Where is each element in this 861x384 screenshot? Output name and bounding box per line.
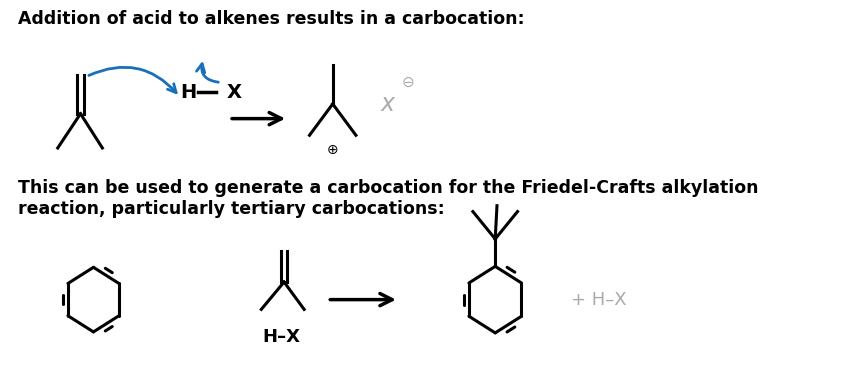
Text: X: X xyxy=(226,83,241,102)
Text: H: H xyxy=(180,83,196,102)
Text: x: x xyxy=(381,92,394,116)
FancyArrowPatch shape xyxy=(196,64,218,82)
Text: ⊖: ⊖ xyxy=(401,75,413,90)
Text: ⊕: ⊕ xyxy=(326,143,338,157)
Text: H–X: H–X xyxy=(262,328,300,346)
Text: This can be used to generate a carbocation for the Friedel-Crafts alkylation
rea: This can be used to generate a carbocati… xyxy=(17,179,757,218)
Text: + H–X: + H–X xyxy=(571,291,626,309)
FancyArrowPatch shape xyxy=(89,67,176,93)
Text: Addition of acid to alkenes results in a carbocation:: Addition of acid to alkenes results in a… xyxy=(17,10,523,28)
